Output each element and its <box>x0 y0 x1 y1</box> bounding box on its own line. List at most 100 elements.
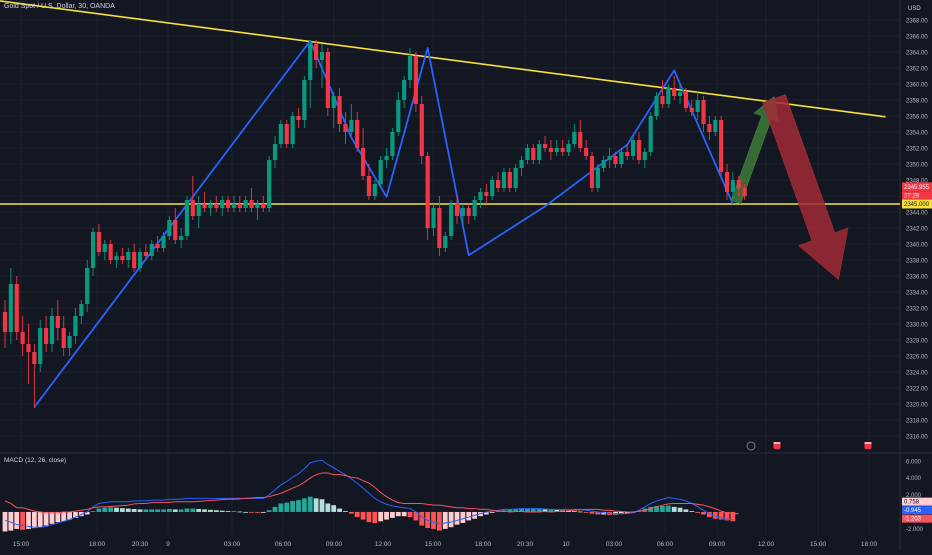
macd-histogram-bar <box>55 511 61 523</box>
symbol-title[interactable]: Gold Spot / U.S. Dollar, 30, OANDA <box>4 3 115 10</box>
macd-histogram-bar <box>683 509 689 512</box>
candle-body <box>419 104 424 156</box>
macd-histogram-bar <box>202 509 207 512</box>
candle-body <box>355 120 360 148</box>
macd-histogram-bar <box>624 511 630 514</box>
x-tick-label: 15:00 <box>425 541 442 548</box>
macd-histogram-bar <box>137 509 143 512</box>
macd-histogram-bar <box>219 510 225 512</box>
macd-histogram-bar <box>648 506 654 512</box>
candle-body <box>601 160 606 168</box>
macd-label[interactable]: MACD (12, 26, close) <box>4 457 67 464</box>
macd-histogram-bar <box>196 508 202 512</box>
calendar-icon-header <box>864 442 872 444</box>
y-tick-label: 2324.00 <box>906 370 928 376</box>
candle-body <box>243 200 248 208</box>
macd-histogram-bar <box>73 511 78 518</box>
x-tick-label: 09:00 <box>326 541 343 548</box>
currency-label: USD <box>908 6 921 12</box>
candle-body <box>630 140 636 156</box>
macd-histogram-bar <box>149 509 155 512</box>
candle-body <box>161 236 166 248</box>
macd-histogram-bar <box>172 509 178 512</box>
candle-body <box>654 96 659 116</box>
y-tick-label: 2334.00 <box>906 290 928 296</box>
candle-body <box>337 96 342 124</box>
macd-histogram-bar <box>102 507 108 512</box>
macd-histogram-bar <box>548 509 554 512</box>
countdown-label: 27:29 <box>904 194 920 200</box>
candle-body <box>537 144 542 160</box>
macd-histogram-bar <box>49 511 55 524</box>
candle-body <box>531 148 536 160</box>
candle-body <box>625 152 630 156</box>
candle-body <box>595 168 600 188</box>
macd-histogram-bar <box>718 511 724 520</box>
event-icon <box>746 441 756 451</box>
candle-body <box>648 116 653 152</box>
macd-histogram-bar <box>20 511 26 530</box>
candle-body <box>507 172 512 188</box>
last-price-label: 2345.955 <box>904 185 930 191</box>
candle-body <box>249 200 254 208</box>
candle-body <box>466 208 471 216</box>
macd-histogram-bar <box>208 509 213 512</box>
candle-body <box>707 124 712 132</box>
signal-line <box>4 472 739 515</box>
candle-body <box>513 168 518 188</box>
x-tick-label: 06:00 <box>657 541 674 548</box>
candle-body <box>443 236 448 248</box>
candle-body <box>578 132 583 148</box>
candle-body <box>114 256 119 260</box>
macd-histogram-bar <box>143 509 149 512</box>
macd-histogram-bar <box>701 511 706 515</box>
macd-histogram-bar <box>296 500 301 512</box>
candle-body <box>43 328 49 344</box>
last-price-tag <box>902 182 932 192</box>
y-tick-label: 2316.00 <box>906 434 928 440</box>
macd-histogram-bar <box>730 511 736 522</box>
candle-body <box>90 232 96 268</box>
candle-body <box>314 44 319 60</box>
chart-icons[interactable] <box>746 441 872 451</box>
axes: 15:00 18:00 20:30 9 03:00 06:00 09:00 12:00 15:0… <box>13 6 932 548</box>
y-tick-label: 2356.00 <box>906 114 928 120</box>
countdown-tag <box>902 191 932 200</box>
candle-body <box>284 124 289 144</box>
candle-body <box>730 180 735 192</box>
macd-histogram-bar <box>407 511 413 518</box>
y-tick-label: 2344.00 <box>906 210 928 216</box>
candle-body <box>501 172 507 188</box>
macd-histogram-bar <box>660 506 665 512</box>
candle-body <box>196 204 201 216</box>
candle-body <box>343 124 348 132</box>
macd-histogram-bar <box>536 508 542 512</box>
candle-body <box>525 148 530 160</box>
zigzag-pattern-line <box>33 39 734 408</box>
macd-histogram-bar <box>566 510 571 512</box>
macd-histogram-bar <box>348 511 354 514</box>
candle-body <box>695 100 700 112</box>
macd-histogram-bar <box>436 511 442 531</box>
candle-body <box>689 108 694 112</box>
candle-body <box>220 200 225 208</box>
macd-pane <box>2 459 739 532</box>
macd-histogram-bar <box>489 511 495 513</box>
y-tick-label: 2342.00 <box>906 226 928 232</box>
macd-y-tick-label: 2.000 <box>906 493 922 499</box>
macd-histogram-bar <box>395 511 401 517</box>
candle-body <box>261 204 266 208</box>
candle-body <box>49 316 55 344</box>
macd-histogram-bar <box>166 508 172 512</box>
candle-body <box>225 200 231 208</box>
macd-histogram-bar <box>190 508 196 512</box>
macd-histogram-bar <box>419 511 425 526</box>
candle-body <box>208 204 213 208</box>
macd-histogram-bar <box>401 511 407 517</box>
candle-body <box>390 132 395 156</box>
macd-histogram-bar <box>243 511 249 513</box>
y-tick-label: 2354.00 <box>906 130 928 136</box>
candle-body <box>155 244 160 248</box>
